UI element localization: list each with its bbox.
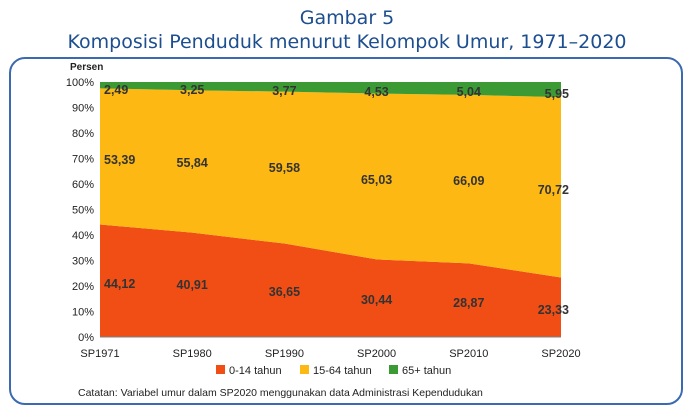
y-tick-label: 50% [72,205,94,217]
y-tick-label: 80% [72,128,94,140]
legend-label: 65+ tahun [402,365,451,377]
y-tick-label: 10% [72,307,94,319]
y-tick-label: 30% [72,256,94,268]
chart-frame [9,57,683,405]
data-label: 23,33 [538,303,569,317]
legend-swatch [389,365,398,374]
y-tick-label: 0% [78,332,94,344]
y-tick-label: 70% [72,154,94,166]
legend-label: 15-64 tahun [313,365,372,377]
figure-title: Komposisi Penduduk menurut Kelompok Umur… [67,31,627,53]
data-label: 55,84 [177,156,208,170]
data-label: 44,12 [104,277,135,291]
data-label: 65,03 [361,173,392,187]
series-area-15-64-tahun [100,88,561,278]
y-tick-label: 40% [72,230,94,242]
data-label: 2,49 [104,83,128,97]
series-area-65-tahun [100,82,561,98]
data-label: 5,04 [457,85,481,99]
data-label: 70,72 [538,183,569,197]
x-tick-label: SP1980 [173,348,212,360]
data-label: 40,91 [177,278,208,292]
data-label: 3,77 [272,84,296,98]
data-label: 36,65 [269,285,300,299]
legend-swatch [216,365,225,374]
data-label: 59,58 [269,161,300,175]
y-tick-label: 20% [72,281,94,293]
data-label: 66,09 [453,174,484,188]
figure-number: Gambar 5 [299,7,395,29]
data-label: 28,87 [453,296,484,310]
data-label: 5,95 [545,87,569,101]
y-tick-label: 60% [72,179,94,191]
x-tick-label: SP1971 [80,348,119,360]
data-label: 3,25 [180,83,204,97]
footnote: Catatan: Variabel umur dalam SP2020 meng… [78,387,483,399]
y-tick-label: 90% [72,103,94,115]
x-tick-label: SP2010 [449,348,488,360]
data-label: 53,39 [104,153,135,167]
x-tick-label: SP2020 [541,348,580,360]
x-tick-label: SP1990 [265,348,304,360]
data-label: 4,53 [364,85,388,99]
x-tick-label: SP2000 [357,348,396,360]
legend-label: 0-14 tahun [229,365,282,377]
legend-swatch [300,365,309,374]
y-tick-label: 100% [66,77,94,89]
data-label: 30,44 [361,293,392,307]
y-axis-label: Persen [70,62,103,73]
series-area-0-14-tahun [100,224,561,337]
